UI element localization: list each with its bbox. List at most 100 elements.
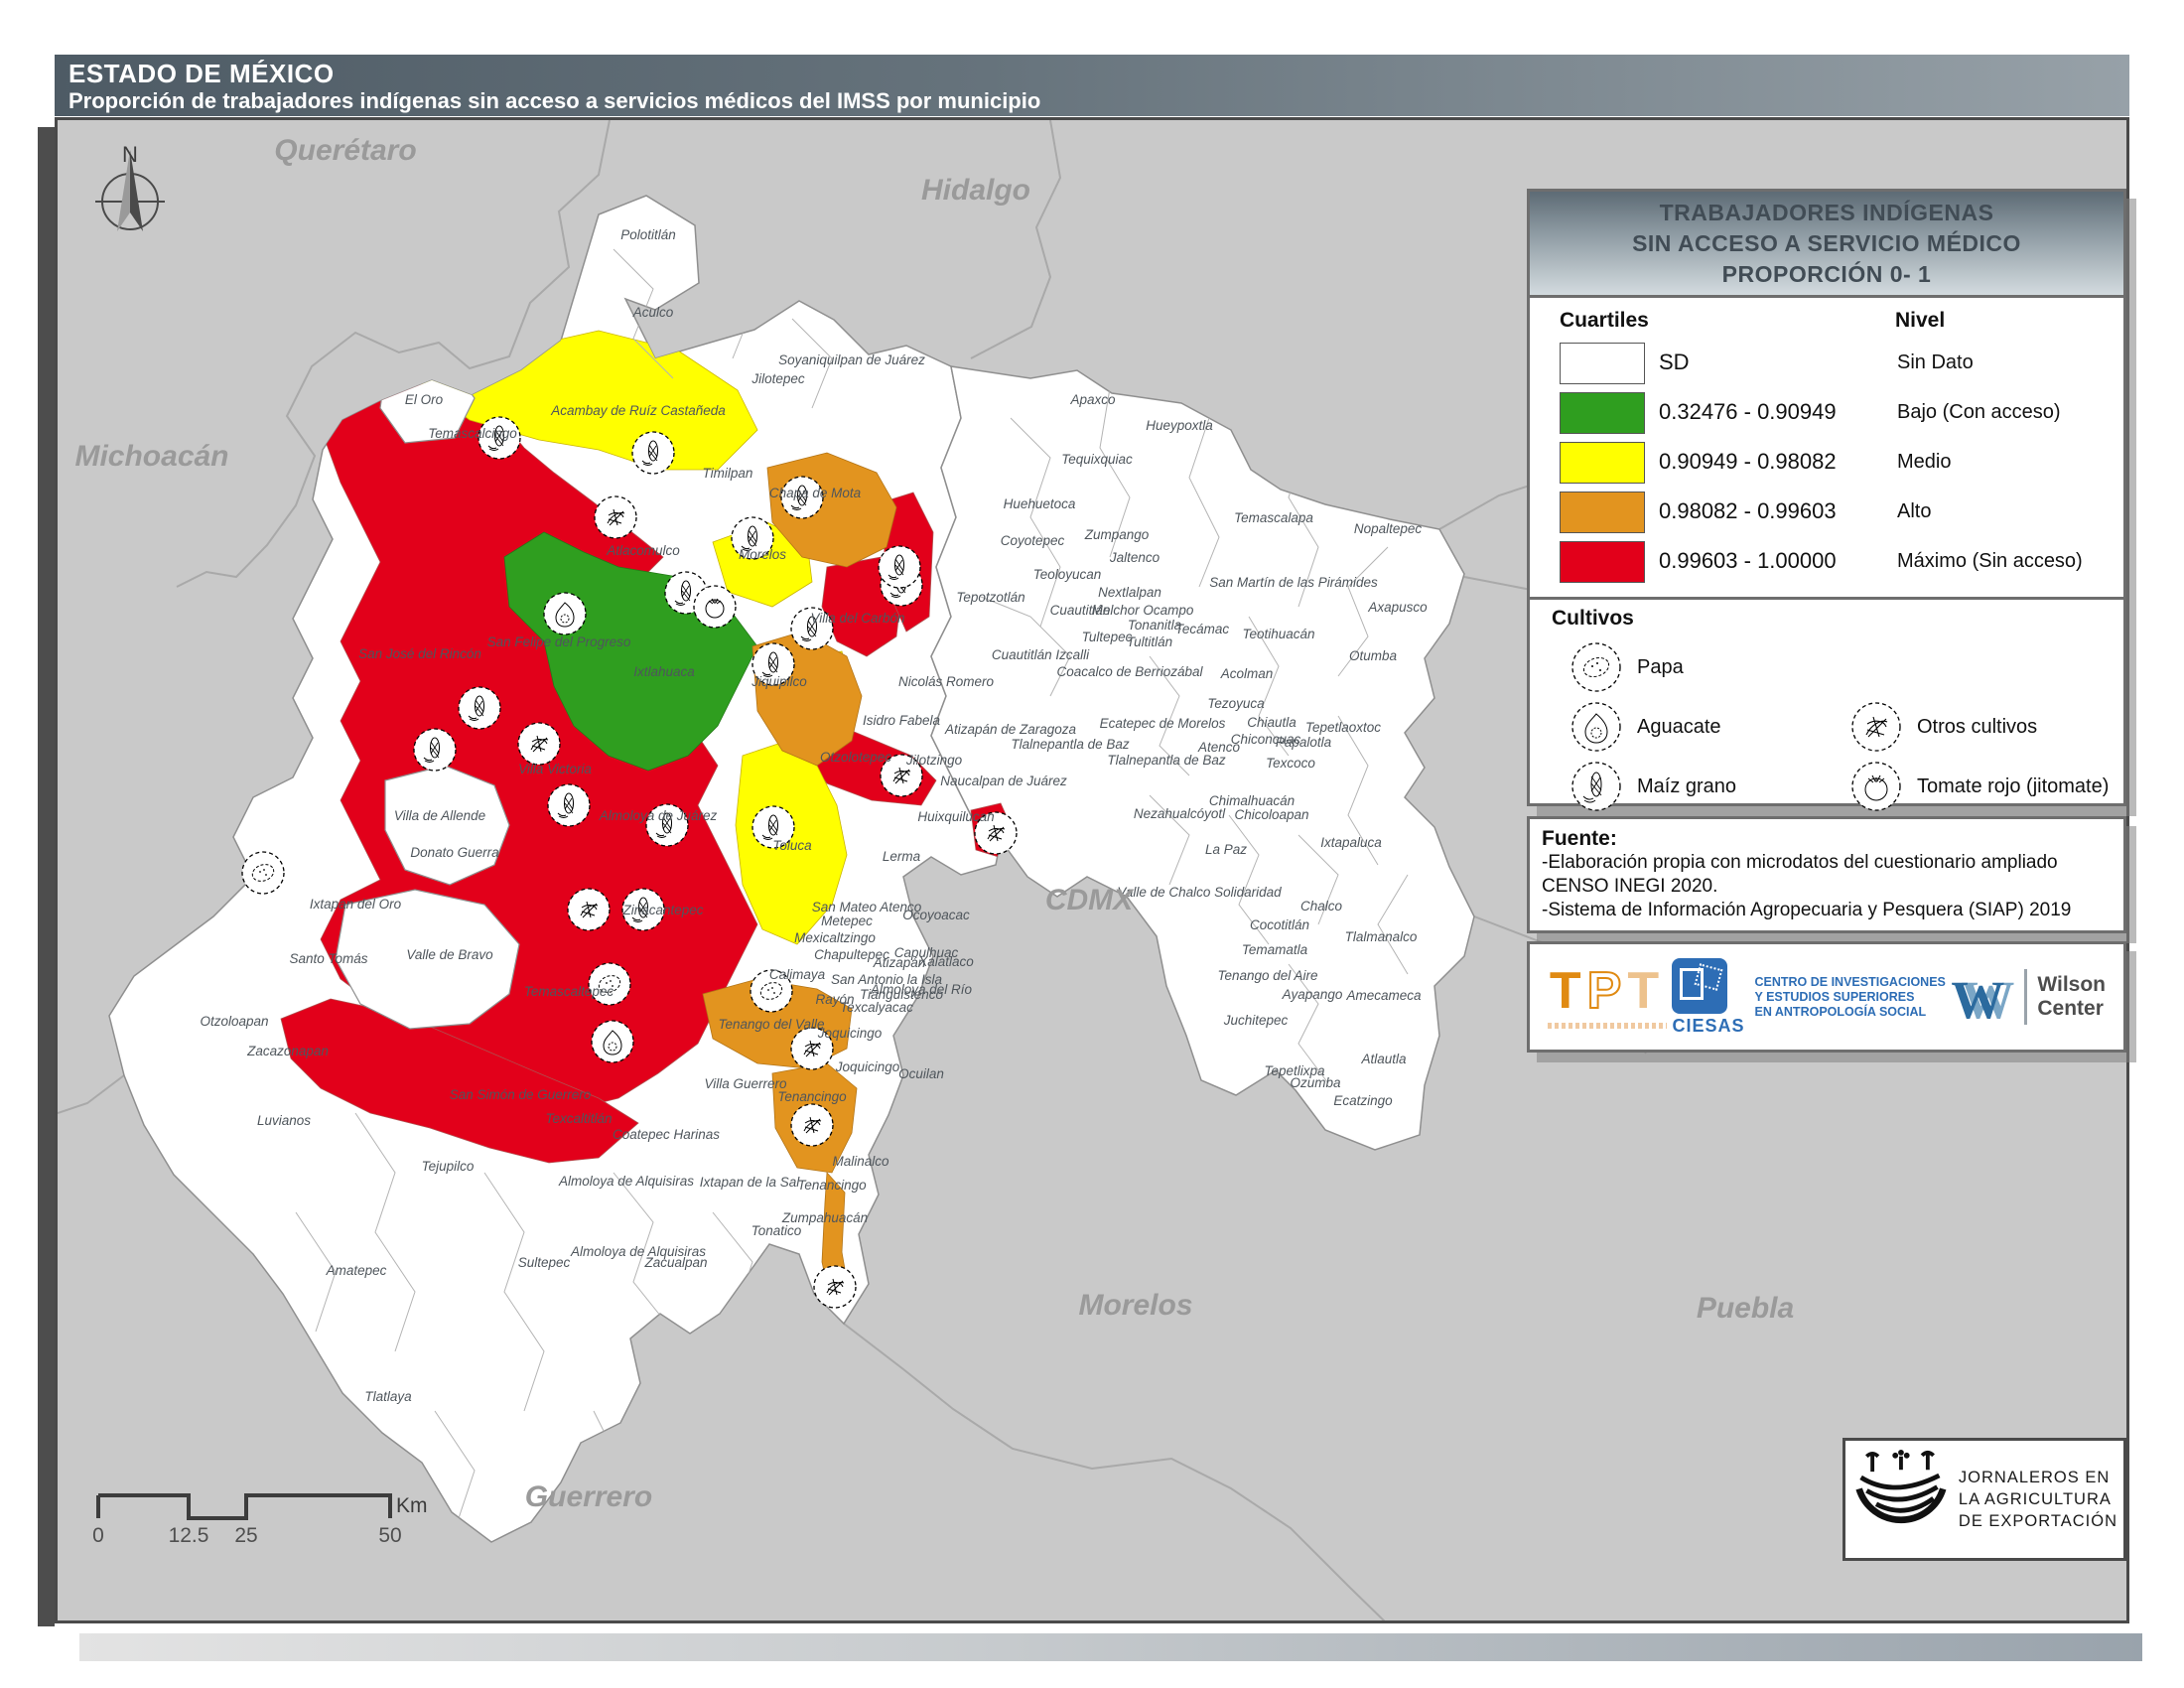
municipality-label: Zumpahuacán (781, 1210, 868, 1225)
cultivo-papa: Papa (1570, 640, 1684, 694)
municipality-label: Apaxco (1069, 392, 1116, 407)
jornaleros-icon (1851, 1447, 1951, 1552)
municipality-label: Jiquipilco (751, 674, 807, 689)
frame-shadow (38, 127, 55, 1626)
otros-icon (568, 889, 610, 930)
municipality-label: Teoloyucan (1033, 567, 1102, 582)
maiz-icon (879, 546, 920, 588)
legend-level: Bajo (Con acceso) (1897, 401, 2061, 424)
maiz-icon (1570, 760, 1623, 813)
municipality-label: Naucalpan de Juárez (940, 774, 1067, 788)
municipality-label: Huehuetoca (1004, 496, 1076, 511)
municipality-label: Cocotitlán (1250, 917, 1309, 932)
municipality-label: Tezoyuca (1207, 696, 1265, 711)
map-title-bar: ESTADO DE MÉXICO Proporción de trabajado… (55, 55, 2129, 116)
municipality-label: Atizapán de Zaragoza (944, 722, 1077, 737)
cultivo-tomate: Tomate rojo (jitomate) (1849, 760, 2109, 813)
otros-icon (814, 1266, 856, 1308)
papa-icon (1570, 640, 1623, 694)
wilson-center-logo: W W Wilson Center (1951, 969, 2106, 1025)
municipality-label: Sultepec (518, 1255, 571, 1270)
legend-range: 0.32476 - 0.90949 (1659, 399, 1837, 425)
municipality-label: Temamatla (1242, 942, 1308, 957)
legend-divider (1530, 597, 2123, 600)
cultivo-label: Aguacate (1637, 716, 1721, 739)
ciesas-line: CENTRO DE INVESTIGACIONES (1755, 975, 1946, 990)
otros-icon (791, 1104, 833, 1146)
municipality-label: Tultitlán (1127, 634, 1172, 649)
municipality-label: Coyotepec (1001, 533, 1065, 548)
state-label: Morelos (1078, 1289, 1192, 1322)
state-label: Puebla (1697, 1292, 1794, 1325)
legend-title: TRABAJADORES INDÍGENAS SIN ACCESO A SERV… (1530, 192, 2123, 298)
municipality-label: Ecatepec de Morelos (1100, 716, 1226, 731)
wilson-w-icon: W W (1951, 969, 2014, 1025)
municipality-label: Toluca (772, 838, 812, 853)
legend-level: Sin Dato (1897, 352, 1974, 374)
municipality-label: Calimaya (769, 967, 826, 982)
legend-level: Medio (1897, 451, 1951, 474)
legend-panel: TRABAJADORES INDÍGENAS SIN ACCESO A SERV… (1527, 189, 2126, 806)
maiz-icon (459, 687, 500, 729)
municipality-label: Ayapango (1282, 987, 1343, 1002)
municipality-label: Almoloya de Juárez (599, 808, 718, 823)
legend-range: 0.99603 - 1.00000 (1659, 548, 1837, 574)
cultivo-label: Maíz grano (1637, 775, 1736, 798)
municipality-label: Villa del Carbón (810, 611, 904, 626)
municipality-label: Papalotla (1276, 735, 1332, 750)
municipality-label: Mexicaltzingo (794, 930, 876, 945)
municipality-label: Chicoloapan (1234, 807, 1308, 822)
municipality-label: Tenancingo (797, 1178, 867, 1193)
legend-swatch-alto (1560, 492, 1645, 533)
municipality-label: Ecatzingo (1333, 1093, 1393, 1108)
municipality-label: Luvianos (257, 1113, 311, 1128)
municipality-label: Cuautitlán Izcalli (992, 647, 1090, 662)
municipality-label: Otzolotepec (820, 750, 891, 765)
bottom-gradient-bar (79, 1633, 2142, 1661)
municipality-label: Axapusco (1367, 600, 1428, 615)
municipality-label: Chapa de Mota (769, 486, 862, 500)
maiz-icon (414, 729, 456, 771)
tpt-letter: P (1587, 962, 1628, 1020)
municipality-label: Aculco (632, 305, 674, 320)
municipality-label: Acolman (1220, 666, 1274, 681)
municipality-label: Atlautla (1360, 1052, 1407, 1066)
maiz-icon (548, 784, 590, 826)
otros-icon (595, 496, 636, 538)
municipality-label: Zumpango (1084, 527, 1150, 542)
municipality-label: Hueypoxtla (1146, 418, 1213, 433)
wilson-line: Wilson (2037, 973, 2106, 997)
municipality-label: Nopaltepec (1354, 521, 1423, 536)
aguacate-icon (1570, 700, 1623, 754)
municipality-label: Ixtapan del Oro (310, 897, 402, 912)
ciesas-logo: CIESAS CENTRO DE INVESTIGACIONES Y ESTUD… (1672, 958, 1945, 1037)
wilson-line: Center (2037, 997, 2106, 1021)
municipality-label: Tequixquiac (1061, 452, 1133, 467)
municipality-label: Atlacomulco (606, 543, 680, 558)
municipality-label: Timilpan (703, 466, 753, 481)
municipality-label: Nezahualcóyotl (1134, 806, 1226, 821)
legend-range: 0.90949 - 0.98082 (1659, 449, 1837, 475)
municipality-label: La Paz (1205, 842, 1247, 857)
municipality-label: Acambay de Ruíz Castañeda (550, 403, 726, 418)
municipality-label: Otzoloapan (200, 1014, 268, 1029)
tpt-logo: TPT (1548, 965, 1667, 1029)
ciesas-line: Y ESTUDIOS SUPERIORES (1755, 990, 1946, 1005)
municipality-label: Polotitlán (620, 227, 676, 242)
cultivo-label: Otros cultivos (1917, 716, 2037, 739)
legend-title-line2: SIN ACCESO A SERVICIO MÉDICO (1632, 228, 2021, 259)
source-title: Fuente: (1542, 827, 2112, 851)
jornaleros-logo-box: JORNALEROS EN LA AGRICULTURA DE EXPORTAC… (1843, 1438, 2126, 1561)
municipality-label: Tenango del Aire (1217, 968, 1317, 983)
page-title: ESTADO DE MÉXICO (68, 59, 2116, 88)
tpt-letter: T (1627, 962, 1665, 1020)
legend-col-level: Nivel (1895, 309, 1945, 333)
municipality-label: Ocuilan (898, 1066, 944, 1081)
municipality-label: Tlalnepantla de Baz (1107, 753, 1226, 768)
municipality-label: Tlalnepantla de Baz (1011, 737, 1130, 752)
maiz-icon (632, 432, 674, 474)
municipality-label: Tepotzotlán (956, 590, 1024, 605)
legend-level: Máximo (Sin acceso) (1897, 550, 2083, 573)
municipality-label: Texcoco (1266, 756, 1315, 771)
municipality-label: Jilotepec (751, 371, 805, 386)
